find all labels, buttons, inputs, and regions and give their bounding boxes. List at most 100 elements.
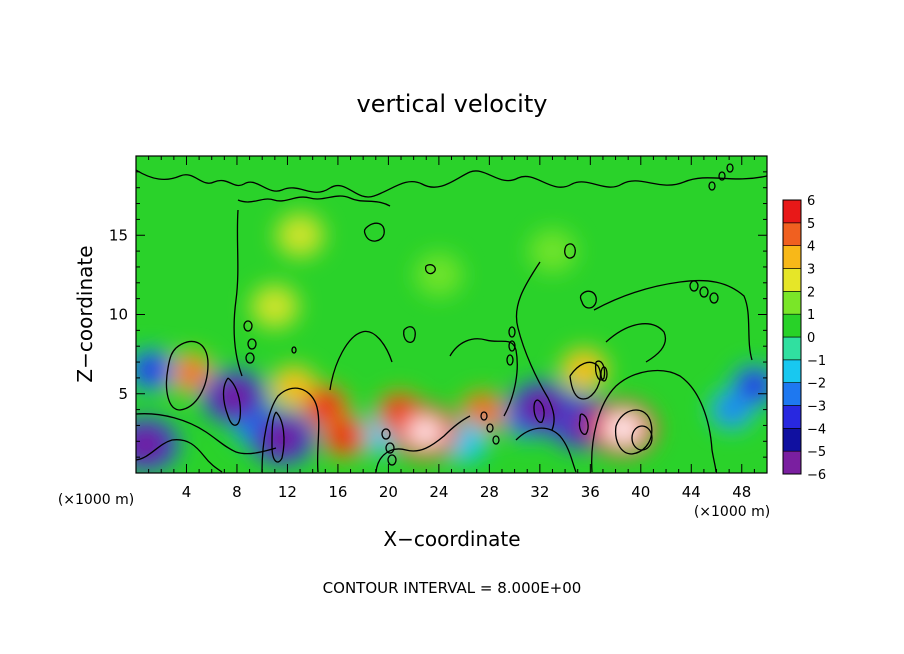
contour-line (237, 195, 391, 207)
contour-line (165, 340, 209, 411)
x-tick-label: 28 (480, 483, 499, 501)
contour-line (136, 439, 223, 473)
heat-feature (276, 213, 325, 258)
heat-feature (414, 252, 463, 297)
heat-band (266, 424, 299, 452)
x-tick-label: 4 (182, 483, 192, 501)
contour-line (424, 264, 436, 275)
y-tick-label: 10 (109, 306, 128, 324)
contour-loop (247, 338, 257, 350)
x-tick-label: 8 (232, 483, 242, 501)
colorbar-tick-label: 6 (807, 194, 815, 209)
contour-line (533, 399, 545, 423)
colorbar-tick-label: 5 (807, 217, 815, 232)
colorbar-band (782, 359, 802, 383)
contour-line (363, 222, 385, 242)
contour-line (136, 413, 277, 455)
heat-feature (589, 400, 658, 457)
contour-loop (291, 346, 297, 354)
contour-loop (709, 292, 719, 304)
heat-band (172, 356, 209, 390)
colorbar-tick-label: −5 (807, 445, 826, 460)
contour-loop (699, 286, 709, 298)
colorbar-band (782, 405, 802, 429)
colorbar-band (782, 428, 802, 452)
contour-line (403, 326, 416, 344)
contour-loop (381, 428, 391, 440)
heat-band (218, 383, 251, 411)
contour-line (329, 330, 393, 391)
contour-line (233, 209, 243, 377)
heat-band (276, 213, 325, 258)
contour-line (591, 369, 717, 473)
heat-band (326, 420, 362, 453)
contour-line (515, 261, 555, 431)
contour-line (593, 279, 753, 361)
colorbar-band (782, 382, 802, 406)
contour-line (579, 290, 597, 309)
heat-band (307, 390, 344, 423)
heat-band (414, 252, 463, 297)
contour-line (594, 360, 606, 381)
colorbar-tick-label: 2 (807, 285, 815, 300)
x-axis-label: X−coordinate (383, 527, 520, 551)
contour-line (136, 169, 767, 198)
colorbar-tick-label: 4 (807, 240, 815, 255)
contour-line (569, 361, 602, 400)
contour-loop (486, 423, 494, 433)
x-tick-label: 20 (379, 483, 398, 501)
colorbar-tick-label: −2 (807, 377, 826, 392)
colorbar-band (782, 222, 802, 246)
heat-feature (528, 229, 577, 274)
heat-feature (560, 347, 609, 392)
colorbar-frame (782, 199, 802, 475)
x-tick-label: 32 (530, 483, 549, 501)
contour-loop (492, 435, 500, 445)
colorbar-band (782, 450, 802, 475)
contour-line (449, 338, 518, 417)
contour-loop (243, 320, 253, 332)
heat-band (136, 431, 163, 458)
x-tick-label: 40 (631, 483, 650, 501)
contour-loop (718, 171, 726, 181)
heat-feature (200, 368, 269, 425)
colorbar-band (782, 313, 802, 338)
contour-line (222, 377, 242, 426)
contour-interval-note: CONTOUR INTERVAL = 8.000E+00 (323, 579, 582, 597)
x-tick-label: 24 (429, 483, 448, 501)
heat-band (528, 229, 577, 274)
contour-line (605, 323, 667, 363)
heat-band (611, 418, 636, 439)
plot-area (136, 156, 767, 473)
heat-band (136, 356, 166, 384)
contour-loop (631, 425, 653, 451)
contour-loop (508, 340, 516, 352)
contour-loop (508, 326, 516, 338)
contour-loop (726, 163, 734, 173)
y-tick-label: 15 (109, 226, 128, 244)
colorbar-tick-label: 3 (807, 263, 815, 278)
heat-feature (136, 416, 181, 473)
heat-feature (136, 347, 176, 392)
contour-loop (600, 366, 608, 382)
colorbar-tick-label: −4 (807, 422, 826, 437)
colorbar-tick-label: −6 (807, 468, 826, 483)
contour-line (515, 427, 577, 473)
y-tick-label: 5 (118, 385, 128, 403)
colorbar-band (782, 336, 802, 361)
contour-line (261, 387, 320, 473)
contour-loop (387, 454, 397, 466)
contour-line (564, 243, 576, 259)
colorbar-tick-label: 1 (807, 308, 815, 323)
x-unit-right: (×1000 m) (694, 504, 770, 520)
contour-loop (708, 181, 716, 191)
colorbar-band (782, 291, 802, 315)
x-tick-label: 16 (328, 483, 347, 501)
x-unit-left: (×1000 m) (58, 492, 134, 508)
x-tick-label: 48 (732, 483, 751, 501)
x-tick-label: 44 (682, 483, 701, 501)
heat-feature (730, 363, 767, 408)
colorbar-band (782, 245, 802, 269)
x-tick-label: 36 (581, 483, 600, 501)
